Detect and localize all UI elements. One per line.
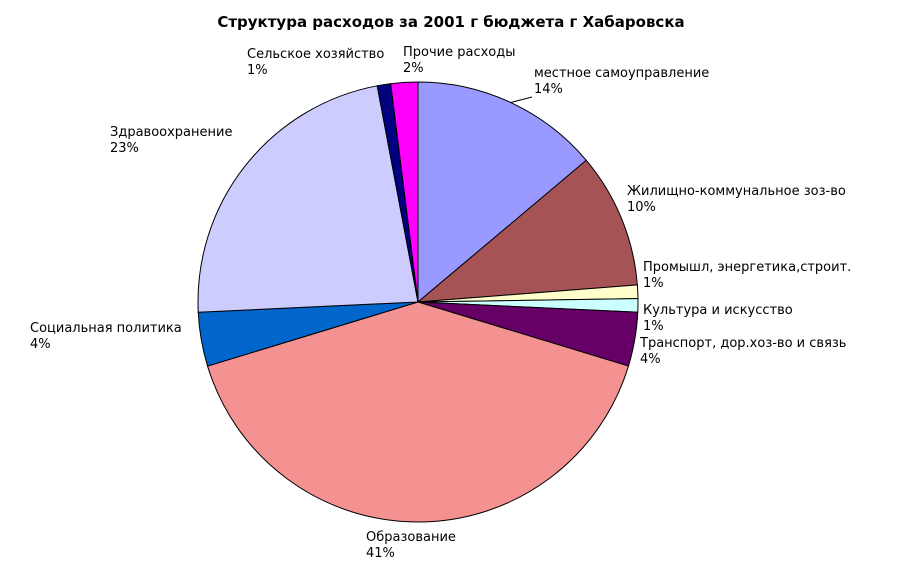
leader-line [510, 96, 533, 104]
slice-label: Сельское хозяйство 1% [247, 47, 384, 78]
slice-label-name: Промышл, энергетика,строит. [643, 260, 851, 275]
slice-label-percent: 2% [403, 61, 424, 76]
slice-label-percent: 41% [366, 546, 395, 561]
slice-label: Жилищно-коммунальное зоз-во 10% [627, 184, 846, 215]
slice-label: Культура и искусство 1% [643, 303, 793, 334]
slice-label: Здравоохранение 23% [110, 125, 232, 156]
slice-label-percent: 4% [30, 337, 51, 352]
slice-label-percent: 1% [643, 319, 664, 334]
slice-label-name: Культура и искусство [643, 303, 793, 318]
pie-slices [197, 81, 639, 523]
leader-lines [510, 96, 533, 104]
slice-label-name: Здравоохранение [110, 125, 232, 140]
slice-label: Социальная политика 4% [30, 321, 182, 352]
slice-label: местное самоуправление 14% [534, 66, 709, 97]
slice-label-percent: 14% [534, 82, 563, 97]
slice-label-percent: 1% [643, 276, 664, 291]
slice-labels: местное самоуправление 14% Жилищно-коммуна… [30, 45, 851, 561]
slice-label-percent: 1% [247, 63, 268, 78]
slice-label-percent: 4% [640, 352, 661, 367]
pie-slice [390, 81, 419, 303]
slice-label-name: Социальная политика [30, 321, 182, 336]
slice-label-name: Сельское хозяйство [247, 47, 384, 62]
slice-label-name: Образование [366, 530, 456, 545]
slice-label-percent: 23% [110, 141, 139, 156]
slice-label: Прочие расходы 2% [403, 45, 516, 76]
pie-slice [206, 301, 630, 523]
slice-label: Промышл, энергетика,строит. 1% [643, 260, 851, 291]
slice-label-name: Прочие расходы [403, 45, 516, 60]
slice-label: Транспорт, дор.хоз-во и связь 4% [639, 336, 846, 367]
slice-label-percent: 10% [627, 200, 656, 215]
slice-label-name: Транспорт, дор.хоз-во и связь [639, 336, 846, 351]
chart-title: Структура расходов за 2001 г бюджета г Х… [217, 13, 684, 31]
slice-label-name: местное самоуправление [534, 66, 709, 81]
pie-slice [416, 159, 638, 303]
slice-label-name: Жилищно-коммунальное зоз-во [627, 184, 846, 199]
pie-slice [197, 85, 419, 313]
slice-label: Образование 41% [366, 530, 456, 561]
